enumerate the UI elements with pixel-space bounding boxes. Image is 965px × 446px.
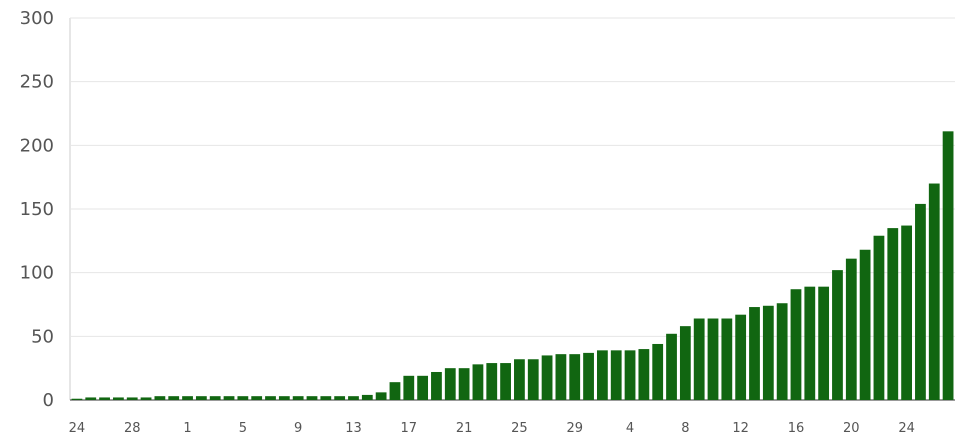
bar-27 [444,368,456,400]
bar-1 [85,397,97,400]
y-tick-label: 200 [20,135,54,156]
bar-17 [306,396,318,400]
bar-42 [652,343,664,400]
bar-43 [666,333,677,400]
bar-21 [361,394,373,400]
bar-6 [154,396,166,400]
bar-13 [251,396,263,400]
bar-45 [693,318,705,400]
bar-14 [265,396,276,400]
bar-15 [278,396,290,400]
bar-0 [71,398,83,400]
bar-4 [126,397,138,400]
bar-3 [113,397,124,400]
y-tick-label: 100 [20,263,54,284]
bar-57 [859,249,871,400]
x-tick-label: 13 [345,421,362,436]
bar-29 [472,364,484,400]
bar-36 [569,354,581,400]
bar-11 [223,396,235,400]
bar-51 [776,303,788,400]
x-tick-label: 17 [401,421,418,436]
bar-41 [638,349,650,400]
x-tick-label: 4 [626,421,634,436]
bar-30 [486,363,498,400]
x-tick-label: 29 [566,421,583,436]
bar-38 [596,350,608,400]
bar-61 [915,203,926,400]
bar-60 [901,225,912,400]
bar-5 [140,397,152,400]
x-tick-label: 25 [511,421,528,436]
y-tick-label: 250 [20,72,54,93]
bar-19 [334,396,346,400]
bar-18 [320,396,332,400]
bar-53 [804,286,816,400]
y-tick-label: 150 [20,199,54,220]
bar-2 [99,397,110,400]
bar-59 [887,228,899,400]
bar-26 [431,371,442,400]
bar-52 [790,289,802,400]
bar-55 [832,270,843,400]
x-tick-label: 8 [681,421,689,436]
bar-35 [555,354,567,400]
bar-49 [749,307,760,400]
bar-24 [403,375,415,400]
bar-56 [845,258,857,400]
bar-12 [237,396,249,400]
x-tick-label: 12 [732,421,749,436]
bar-54 [818,286,830,400]
x-axis-ticks: 24 28 1 5 9 13 17 21 25 29 4 8 12 16 20 24 [69,421,915,436]
bar-62 [928,183,940,400]
bar-48 [735,314,747,400]
x-tick-label: 9 [294,421,302,436]
bar-20 [348,396,359,400]
x-tick-label: 16 [788,421,805,436]
x-tick-label: 24 [69,421,86,436]
bar-7 [168,396,180,400]
bar-16 [292,396,304,400]
y-tick-label: 50 [31,326,54,347]
bar-22 [375,392,387,400]
bar-31 [500,363,511,400]
bars [71,131,954,400]
bar-25 [417,375,429,400]
bar-47 [721,318,733,400]
y-tick-label: 0 [43,390,54,411]
bar-50 [762,305,774,400]
bar-32 [514,359,525,400]
bar-34 [541,355,553,400]
bar-37 [583,352,594,400]
bar-23 [389,382,401,400]
bar-46 [707,318,719,400]
bar-39 [610,350,622,400]
x-tick-label: 5 [239,421,247,436]
bar-10 [209,396,221,400]
bar-8 [182,396,193,400]
bar-33 [527,359,539,400]
x-tick-label: 28 [124,421,141,436]
x-tick-label: 1 [183,421,191,436]
x-tick-label: 21 [456,421,473,436]
bar-28 [458,368,470,400]
x-tick-label: 24 [898,421,915,436]
y-axis-ticks: 0 50 100 150 200 250 300 [20,8,54,411]
bar-63 [942,131,954,400]
y-tick-label: 300 [20,8,54,29]
bar-58 [873,235,885,400]
bar-44 [679,326,691,400]
bar-9 [195,396,207,400]
bar-40 [624,350,636,400]
x-tick-label: 20 [843,421,860,436]
